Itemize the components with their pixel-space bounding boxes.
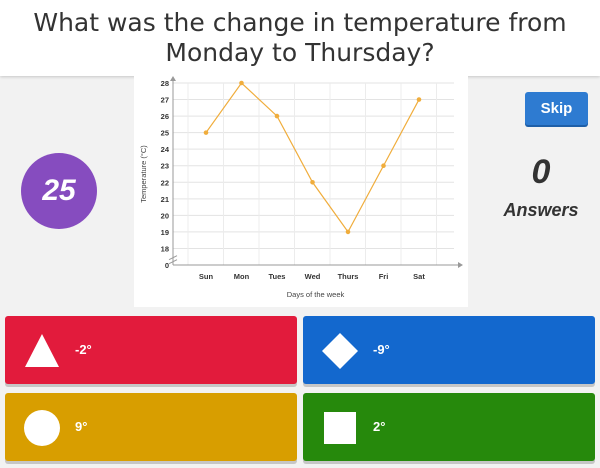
question-header: What was the change in temperature from … xyxy=(0,0,600,76)
y-axis-label: Temperature (°C) xyxy=(139,145,148,203)
y-tick-label: 23 xyxy=(161,162,169,171)
answer-option-diamond[interactable]: -9° xyxy=(303,316,595,384)
x-tick-label: Wed xyxy=(305,272,321,281)
y-tick-label: 28 xyxy=(161,79,169,88)
data-point xyxy=(239,80,244,86)
circle-icon xyxy=(24,410,60,446)
skip-button[interactable]: Skip xyxy=(525,92,588,125)
y-tick-label: 19 xyxy=(161,228,169,237)
data-point xyxy=(345,229,351,235)
answers-count: 0 xyxy=(531,153,551,191)
x-tick-label: Fri xyxy=(379,272,389,281)
y-tick-label: 24 xyxy=(161,145,170,154)
answer-label: -9° xyxy=(373,342,390,357)
y-tick-label: 18 xyxy=(161,244,169,253)
answer-option-triangle[interactable]: -2° xyxy=(5,316,297,384)
x-tick-label: Tues xyxy=(269,272,286,281)
answer-label: 9° xyxy=(75,419,88,434)
data-point xyxy=(416,97,422,102)
x-axis-label: Days of the week xyxy=(287,290,345,299)
answer-label: -2° xyxy=(75,342,92,357)
countdown-timer: 25 xyxy=(21,153,97,229)
question-text: What was the change in temperature from … xyxy=(33,8,567,67)
y-tick-label: 21 xyxy=(161,195,169,204)
answers-label: Answers xyxy=(503,200,579,220)
y-tick-label: 0 xyxy=(165,261,169,270)
y-tick-label: 22 xyxy=(161,178,169,187)
data-point xyxy=(274,113,280,119)
triangle-icon xyxy=(25,334,59,367)
x-tick-label: Sun xyxy=(199,272,214,281)
answer-option-square[interactable]: 2° xyxy=(303,393,595,461)
y-tick-label: 27 xyxy=(161,96,169,105)
y-axis-arrow xyxy=(170,76,176,81)
data-point xyxy=(310,179,315,185)
data-point xyxy=(381,163,386,169)
x-axis-arrow xyxy=(458,262,463,268)
question-image: 0 18 19 20 21 22 23 24 25 26 27 28 Sun Mon Tues Wed Thur… xyxy=(134,76,468,307)
y-tick-label: 25 xyxy=(161,129,169,138)
x-tick-label: Sat xyxy=(413,272,425,281)
y-tick-label: 26 xyxy=(161,112,169,121)
axis-break-mark xyxy=(168,255,178,265)
answer-label: 2° xyxy=(373,419,386,434)
data-point xyxy=(203,130,209,135)
temperature-line-chart: 0 18 19 20 21 22 23 24 25 26 27 28 Sun Mon Tues Wed Thur… xyxy=(139,76,463,299)
y-tick-label: 20 xyxy=(161,211,169,220)
series-line xyxy=(205,82,420,234)
square-icon xyxy=(324,412,356,444)
answer-option-circle[interactable]: 9° xyxy=(5,393,297,461)
diamond-icon xyxy=(322,333,358,369)
x-tick-label: Thurs xyxy=(338,272,359,281)
x-tick-label: Mon xyxy=(234,272,250,281)
